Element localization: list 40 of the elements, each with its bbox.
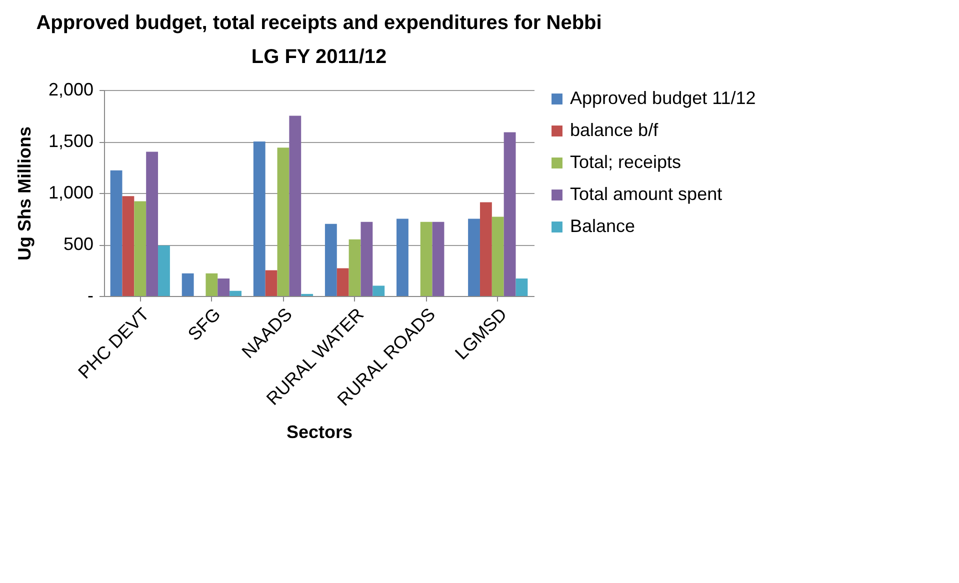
y-tick-label: 500 bbox=[63, 234, 94, 254]
y-axis-title: Ug Shs Millions bbox=[14, 126, 34, 261]
bar bbox=[432, 222, 444, 296]
bar bbox=[206, 273, 218, 296]
y-tick-label: - bbox=[88, 286, 94, 306]
bar bbox=[420, 222, 432, 296]
x-axis-title: Sectors bbox=[286, 422, 353, 442]
bar bbox=[134, 201, 146, 296]
bar bbox=[468, 218, 480, 296]
legend-label: Balance bbox=[570, 216, 636, 236]
bar bbox=[110, 170, 122, 296]
bar bbox=[324, 224, 337, 296]
bar bbox=[516, 278, 528, 296]
y-tick-label: 2,000 bbox=[48, 80, 94, 100]
bar bbox=[158, 246, 170, 296]
bar bbox=[360, 222, 373, 296]
y-tick-label: 1,000 bbox=[48, 182, 94, 202]
bar bbox=[289, 116, 302, 296]
bar bbox=[230, 290, 242, 296]
legend-label: Total amount spent bbox=[570, 184, 722, 204]
bar bbox=[492, 216, 504, 296]
x-tick-label: SFG bbox=[184, 304, 224, 344]
bar bbox=[396, 218, 408, 296]
chart-title: Approved budget, total receipts and expenditures for Nebbi LG FY 2011/12 bbox=[36, 12, 602, 68]
bar bbox=[277, 148, 290, 296]
bar bbox=[265, 270, 278, 296]
bar bbox=[372, 286, 385, 296]
bar bbox=[218, 278, 230, 296]
bar bbox=[146, 152, 158, 296]
legend-label: Approved budget 11/12 bbox=[570, 88, 756, 108]
bar bbox=[182, 273, 194, 296]
bar bbox=[480, 202, 492, 296]
bar bbox=[253, 142, 266, 296]
bar bbox=[336, 268, 349, 296]
y-tick-label: 1,500 bbox=[48, 131, 94, 151]
legend-label: balance b/f bbox=[570, 120, 660, 140]
bar bbox=[348, 239, 361, 296]
bar bbox=[122, 196, 134, 296]
legend-label: Total; receipts bbox=[570, 152, 682, 172]
bar bbox=[504, 132, 516, 296]
